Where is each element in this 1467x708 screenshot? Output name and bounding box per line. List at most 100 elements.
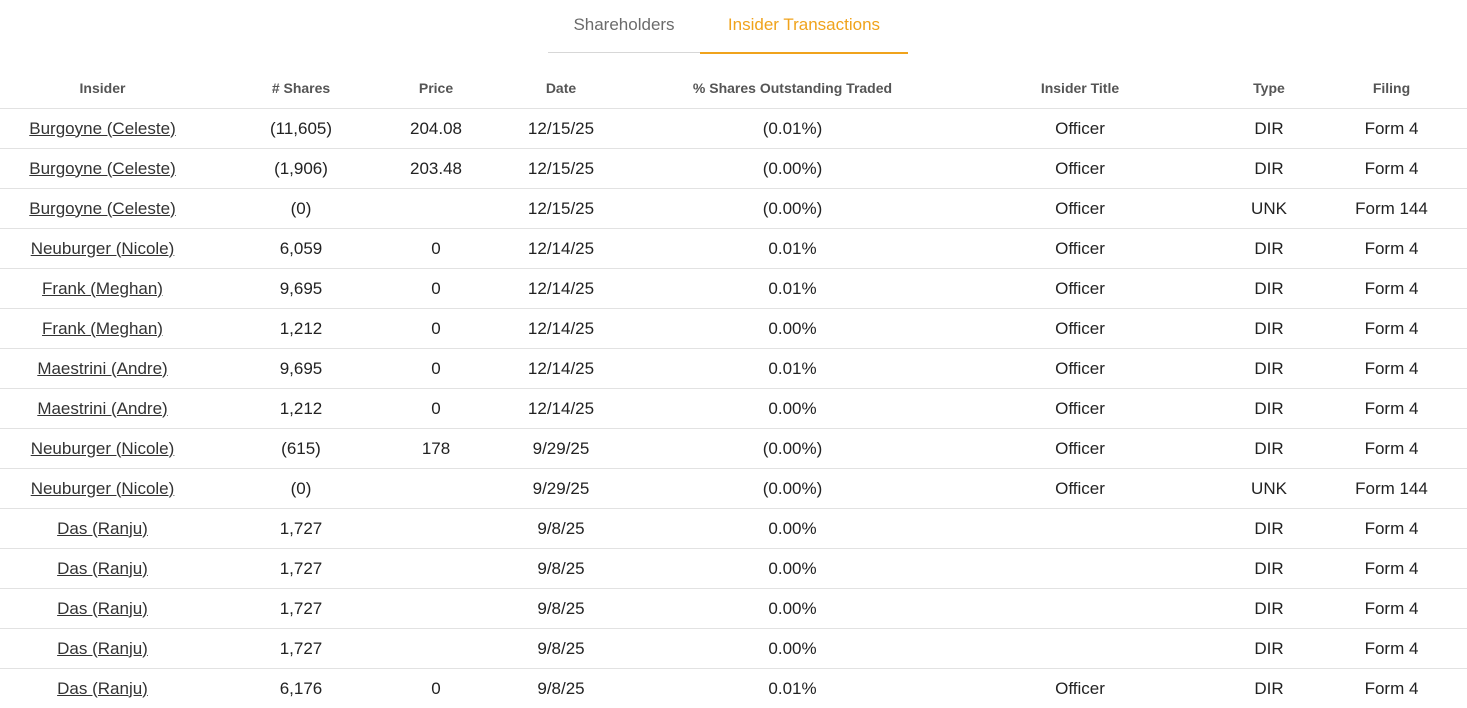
insider-cell: Maestrini (Andre) — [0, 348, 205, 389]
date-cell: 12/15/25 — [475, 108, 647, 149]
insider-title-cell: Officer — [938, 308, 1222, 349]
filing-cell: Form 4 — [1316, 108, 1467, 149]
shares-cell: 1,212 — [205, 308, 397, 349]
date-cell: 9/29/25 — [475, 468, 647, 509]
type-cell: DIR — [1222, 348, 1316, 389]
insider-link[interactable]: Neuburger (Nicole) — [30, 238, 175, 258]
insider-link[interactable]: Maestrini (Andre) — [37, 358, 168, 378]
pct-traded-cell: 0.00% — [647, 628, 938, 669]
shares-cell: 1,727 — [205, 508, 397, 549]
pct-traded-cell: 0.00% — [647, 388, 938, 429]
type-cell: DIR — [1222, 588, 1316, 629]
price-cell — [397, 508, 475, 549]
insider-cell: Das (Ranju) — [0, 508, 205, 549]
type-cell: DIR — [1222, 548, 1316, 589]
insider-transactions-table: Insider # Shares Price Date % Shares Out… — [0, 68, 1467, 708]
table-row: Frank (Meghan) 9,695 0 12/14/25 0.01% Officer… — [0, 268, 1467, 309]
insider-cell: Burgoyne (Celeste) — [0, 188, 205, 229]
insider-title-cell: Officer — [938, 348, 1222, 389]
insider-title-cell: Officer — [938, 188, 1222, 229]
date-cell: 9/29/25 — [475, 428, 647, 469]
pct-traded-cell: 0.00% — [647, 308, 938, 349]
table-row: Burgoyne (Celeste) (11,605) 204.08 12/15/25… — [0, 108, 1467, 149]
table-row: Maestrini (Andre) 9,695 0 12/14/25 0.01% Offi… — [0, 348, 1467, 389]
date-cell: 9/8/25 — [475, 548, 647, 589]
tab-shareholders[interactable]: Shareholders — [548, 0, 700, 53]
type-cell: DIR — [1222, 268, 1316, 309]
table-row: Das (Ranju) 1,727 9/8/25 0.00% DIR Form 4 — [0, 628, 1467, 669]
insider-cell: Das (Ranju) — [0, 588, 205, 629]
filing-cell: Form 4 — [1364, 678, 1419, 698]
insider-link[interactable]: Frank (Meghan) — [42, 318, 163, 338]
column-header-price[interactable]: Price — [397, 68, 475, 109]
shares-cell: 1,727 — [205, 628, 397, 669]
insider-cell: Das (Ranju) — [0, 669, 205, 708]
date-cell: 9/8/25 — [475, 588, 647, 629]
filing-cell: Form 4 — [1316, 388, 1467, 429]
insider-cell: Neuburger (Nicole) — [0, 228, 205, 269]
column-header-filing[interactable]: Filing — [1316, 68, 1467, 109]
column-header-type[interactable]: Type — [1222, 68, 1316, 109]
insider-link[interactable]: Neuburger (Nicole) — [30, 478, 175, 498]
insider-title-cell: Officer — [938, 108, 1222, 149]
pct-traded-cell: 0.00% — [647, 508, 938, 549]
column-header-insider-title[interactable]: Insider Title — [938, 68, 1222, 109]
type-cell: DIR — [1222, 428, 1316, 469]
pct-traded-cell: 0.01% — [768, 678, 817, 698]
type-cell: DIR — [1222, 108, 1316, 149]
table-row: Das (Ranju) 6,176 0 9/8/25 0.01% Officer DIR Fo… — [0, 669, 1467, 708]
price-cell: 178 — [397, 428, 475, 469]
insider-cell: Neuburger (Nicole) — [0, 468, 205, 509]
price-cell: 0 — [397, 268, 475, 309]
filing-cell: Form 144 — [1316, 468, 1467, 509]
tab-insider-transactions[interactable]: Insider Transactions — [700, 0, 908, 54]
insider-link[interactable]: Neuburger (Nicole) — [30, 438, 175, 458]
pct-traded-cell: (0.00%) — [647, 188, 938, 229]
insider-link[interactable]: Das (Ranju) — [57, 558, 148, 578]
date-cell: 12/14/25 — [475, 268, 647, 309]
insider-link[interactable]: Das (Ranju) — [57, 518, 148, 538]
insider-link[interactable]: Burgoyne (Celeste) — [29, 158, 176, 178]
tab-bar: Shareholders Insider Transactions — [548, 0, 910, 54]
date-cell: 9/8/25 — [537, 678, 585, 698]
insider-link[interactable]: Burgoyne (Celeste) — [29, 118, 176, 138]
pct-traded-cell: 0.00% — [647, 588, 938, 629]
insider-title-cell — [938, 548, 1222, 589]
insider-cell: Das (Ranju) — [0, 628, 205, 669]
price-cell: 0 — [397, 228, 475, 269]
date-cell: 12/14/25 — [475, 388, 647, 429]
shares-cell: (0) — [205, 188, 397, 229]
column-header-shares[interactable]: # Shares — [205, 68, 397, 109]
type-cell: UNK — [1222, 188, 1316, 229]
insider-link[interactable]: Das (Ranju) — [57, 638, 148, 658]
insider-link[interactable]: Das (Ranju) — [57, 678, 148, 698]
date-cell: 12/15/25 — [475, 148, 647, 189]
insider-link[interactable]: Maestrini (Andre) — [37, 398, 168, 418]
table-row: Burgoyne (Celeste) (0) 12/15/25 (0.00%) Offi… — [0, 188, 1467, 229]
insider-link[interactable]: Burgoyne (Celeste) — [29, 198, 176, 218]
insider-cell: Burgoyne (Celeste) — [0, 148, 205, 189]
insider-link[interactable]: Frank (Meghan) — [42, 278, 163, 298]
insider-title-cell: Officer — [1055, 678, 1105, 698]
column-header-date[interactable]: Date — [475, 68, 647, 109]
price-cell — [397, 548, 475, 589]
shares-cell: 1,727 — [205, 548, 397, 589]
column-header-pct-shares-traded[interactable]: % Shares Outstanding Traded — [647, 68, 938, 109]
insider-cell: Das (Ranju) — [0, 548, 205, 589]
type-cell: DIR — [1222, 388, 1316, 429]
shares-cell: 1,727 — [205, 588, 397, 629]
type-cell: DIR — [1222, 628, 1316, 669]
shares-cell: 1,212 — [205, 388, 397, 429]
table-row: Das (Ranju) 1,727 9/8/25 0.00% DIR Form 4 — [0, 588, 1467, 629]
price-cell — [397, 588, 475, 629]
price-cell — [397, 628, 475, 669]
type-cell: DIR — [1254, 678, 1284, 698]
date-cell: 9/8/25 — [475, 508, 647, 549]
shares-cell: 9,695 — [205, 348, 397, 389]
insider-link[interactable]: Das (Ranju) — [57, 598, 148, 618]
column-header-insider[interactable]: Insider — [0, 68, 205, 109]
table-header-row: Insider # Shares Price Date % Shares Out… — [0, 68, 1467, 109]
pct-traded-cell: 0.01% — [647, 228, 938, 269]
filing-cell: Form 4 — [1316, 348, 1467, 389]
table-body: Burgoyne (Celeste) (11,605) 204.08 12/15/25… — [0, 108, 1467, 708]
